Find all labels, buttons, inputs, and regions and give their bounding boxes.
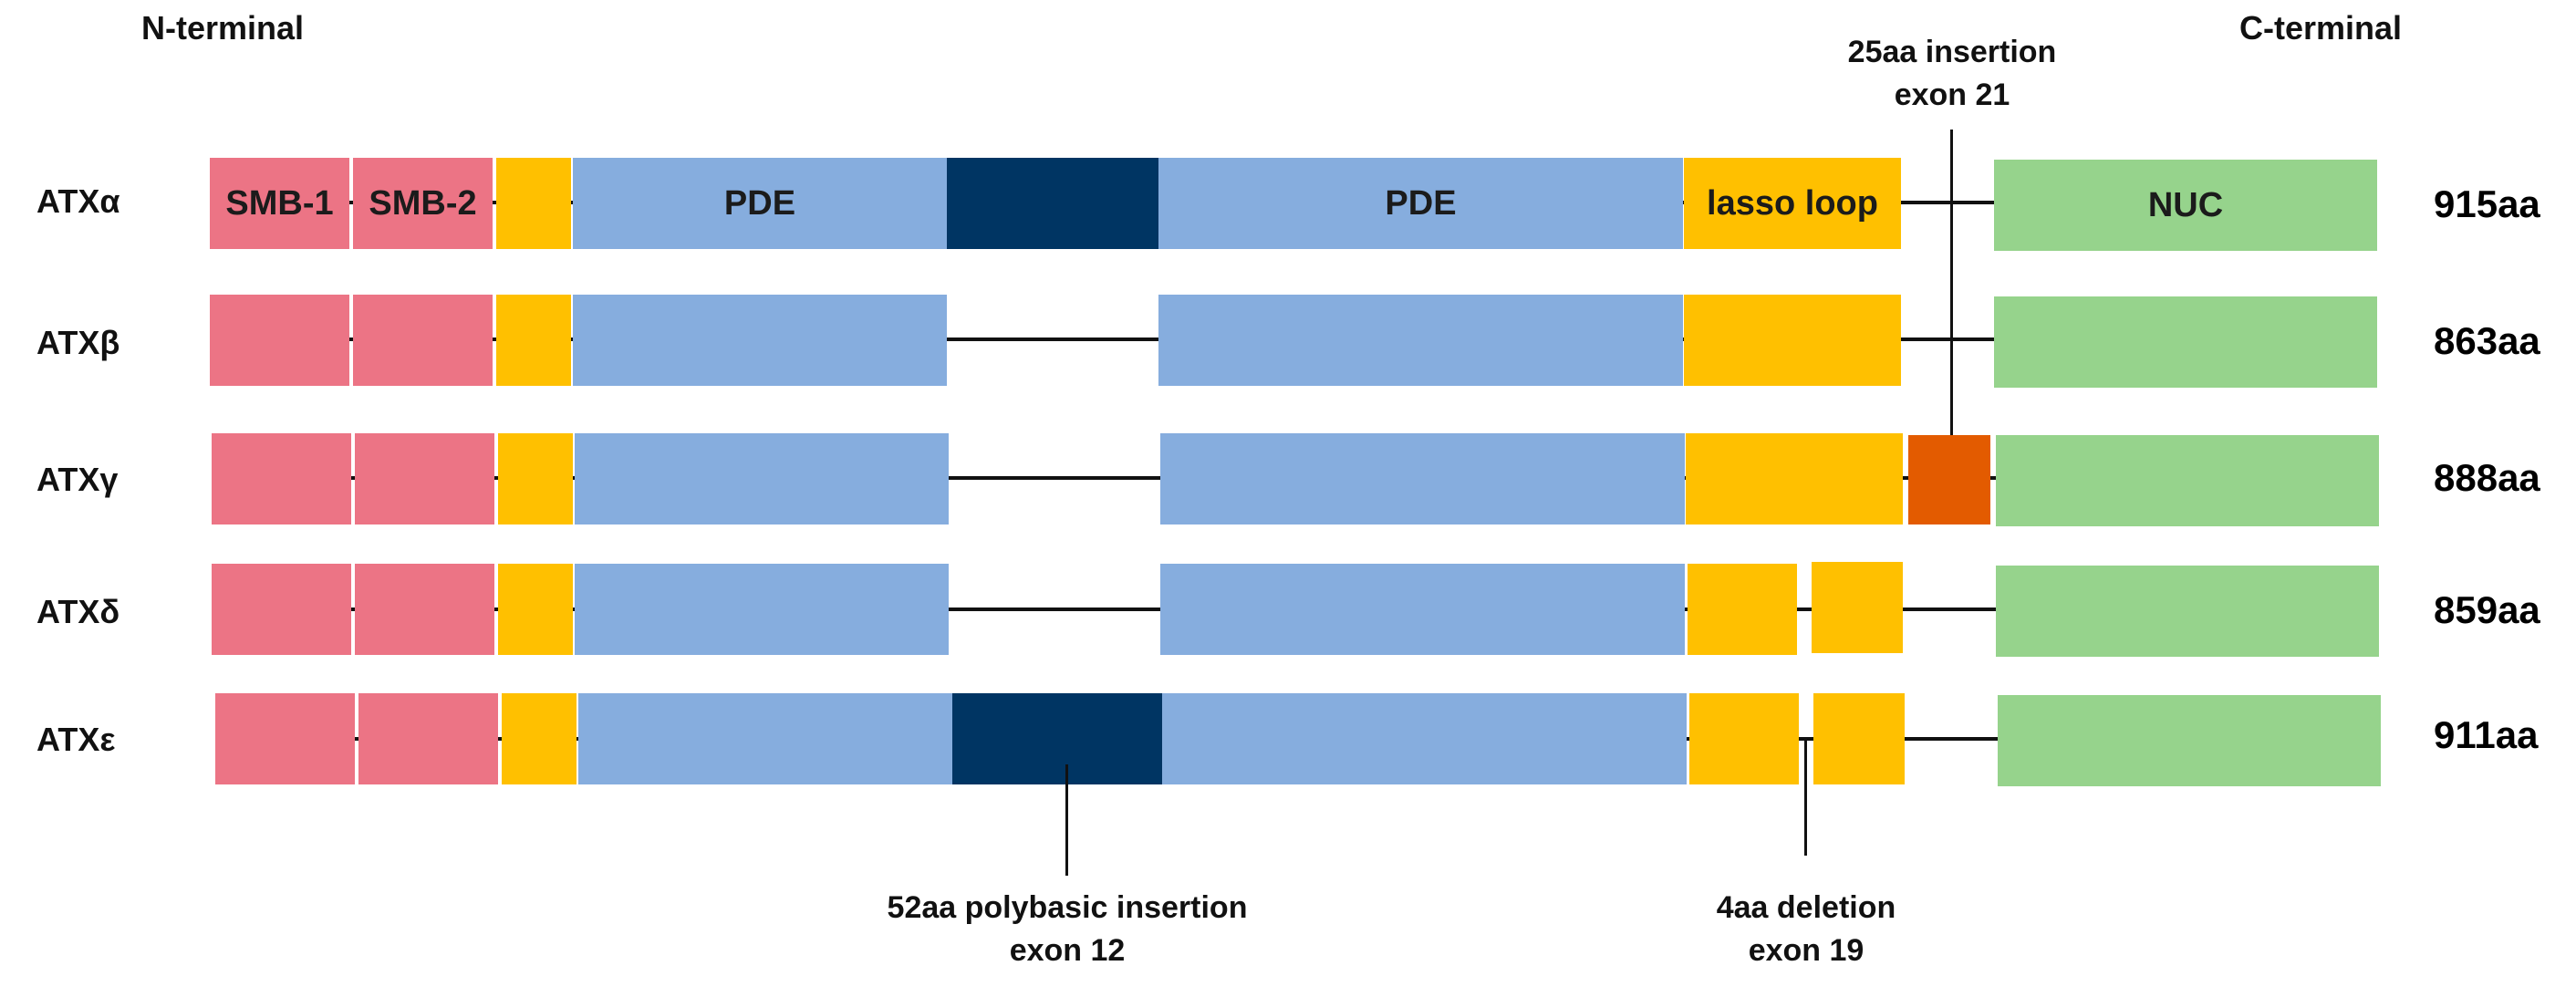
isoform-length: 888aa <box>2434 456 2540 499</box>
isoform-name: ATXβ <box>36 324 120 361</box>
nuc-domain: NUC <box>1994 160 2377 251</box>
pde-domain-n <box>575 433 949 524</box>
lasso-loop-domain <box>1684 295 1901 386</box>
isoform-length: 915aa <box>2434 182 2540 225</box>
pde-domain-c: PDE <box>1158 158 1683 249</box>
smb2-domain <box>353 295 493 386</box>
polybasic-insertion-block <box>952 693 1162 784</box>
polybasic-text: 52aa polybasic insertion <box>887 890 1248 925</box>
isoform-name: ATXε <box>36 721 116 758</box>
isoform-name: ATXγ <box>36 461 119 498</box>
isoform-length: 863aa <box>2434 319 2540 362</box>
insertion-25aa-exon: exon 21 <box>1894 78 2010 112</box>
backbone-line <box>212 476 2054 480</box>
backbone-line <box>212 608 2054 611</box>
isoform-name: ATXδ <box>36 593 120 630</box>
polybasic-pointer <box>1065 764 1068 876</box>
smb1-domain <box>212 564 351 655</box>
lasso-loop-part1 <box>1689 693 1799 784</box>
insertion-25aa-pointer <box>1950 130 1953 458</box>
smb2-domain: SMB-2 <box>353 158 493 249</box>
deletion-text: 4aa deletion <box>1716 890 1896 925</box>
lasso-loop-part1 <box>1688 564 1797 655</box>
deletion-pointer <box>1804 737 1807 856</box>
nuc-domain <box>1994 296 2377 388</box>
isoform-length: 911aa <box>2434 713 2539 756</box>
insertion-25aa-block <box>1908 435 1990 524</box>
pde-domain-c <box>1160 433 1685 524</box>
backbone-line <box>210 338 2052 341</box>
lasso-loop-domain: lasso loop <box>1684 158 1901 249</box>
nuc-domain <box>1996 566 2379 657</box>
pde-domain-c <box>1158 295 1683 386</box>
n-terminal-label: N-terminal <box>141 9 305 47</box>
c-terminal-label: C-terminal <box>2239 9 2403 47</box>
smb2-domain <box>355 564 494 655</box>
pde-domain-n <box>573 295 947 386</box>
polybasic-exon: exon 12 <box>1009 933 1126 968</box>
linker-domain <box>498 433 573 524</box>
pde-domain-n <box>578 693 952 784</box>
isoform-name: ATXα <box>36 182 120 220</box>
linker-domain <box>498 564 573 655</box>
deletion-exon: exon 19 <box>1748 933 1864 968</box>
nuc-domain <box>1998 695 2381 786</box>
insertion-25aa-annotation: 25aa insertion exon 21 <box>1824 31 2080 117</box>
lasso-loop-domain <box>1686 433 1903 524</box>
lasso-loop-part2 <box>1812 562 1903 653</box>
nuc-domain <box>1996 435 2379 526</box>
lasso-loop-part2 <box>1813 693 1905 784</box>
smb1-domain <box>215 693 355 784</box>
smb2-domain <box>355 433 494 524</box>
smb1-domain <box>212 433 351 524</box>
insertion-25aa-text: 25aa insertion <box>1847 35 2057 69</box>
isoform-length: 859aa <box>2434 588 2540 631</box>
polybasic-annotation: 52aa polybasic insertion exon 12 <box>839 887 1295 972</box>
deletion-annotation: 4aa deletion exon 19 <box>1660 887 1952 972</box>
pde-domain-c <box>1160 564 1685 655</box>
linker-domain <box>502 693 576 784</box>
pde-domain-n <box>575 564 949 655</box>
linker-domain <box>496 295 571 386</box>
smb1-domain: SMB-1 <box>210 158 349 249</box>
smb2-domain <box>358 693 498 784</box>
pde-domain-c <box>1162 693 1687 784</box>
linker-domain <box>496 158 571 249</box>
polybasic-insertion-block <box>947 158 1158 249</box>
pde-domain-n: PDE <box>573 158 947 249</box>
smb1-domain <box>210 295 349 386</box>
